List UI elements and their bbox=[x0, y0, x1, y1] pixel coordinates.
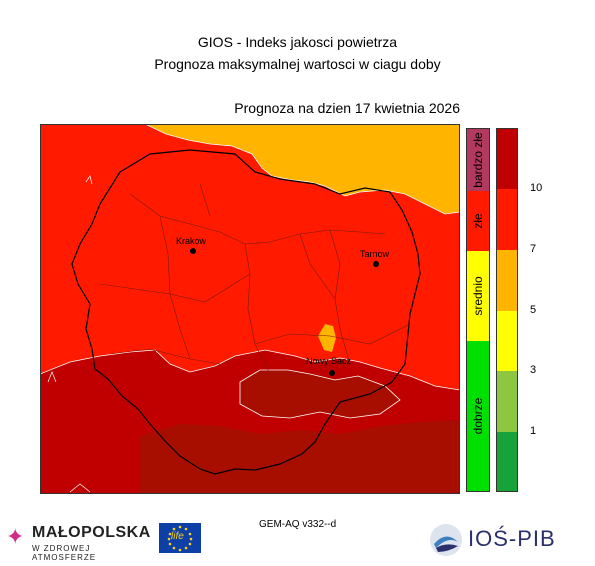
city-marker-tarnow bbox=[373, 261, 379, 267]
malopolska-logo-text: MAŁOPOLSKA bbox=[32, 524, 151, 541]
malopolska-logo: ✦ MAŁOPOLSKA W ZDROWEJ ATMOSFERZE bbox=[6, 520, 156, 562]
zone-very-bad-south bbox=[140, 420, 460, 494]
forecast-map: Krakow Tarnow Nowy Sacz bbox=[40, 124, 460, 494]
eu-stars-icon bbox=[167, 525, 193, 552]
category-good: dobrze bbox=[467, 341, 489, 491]
scale-segment-0-1 bbox=[497, 432, 517, 491]
ios-pib-logo-text: IOŚ-PIB bbox=[468, 526, 556, 551]
city-label-nowy-sacz: Nowy Sacz bbox=[306, 356, 352, 366]
scale-segment-5-7 bbox=[497, 250, 517, 311]
model-version: GEM-AQ v332--d bbox=[259, 519, 337, 530]
ios-pib-mark-icon bbox=[430, 524, 462, 556]
title-line-1: GIOS - Indeks jakosci powietrza bbox=[197, 34, 398, 50]
city-label-tarnow: Tarnow bbox=[360, 249, 390, 259]
scale-segment-10plus bbox=[497, 129, 517, 189]
category-label-good: dobrze bbox=[471, 397, 485, 435]
scale-tick-5: 5 bbox=[530, 304, 537, 316]
category-bad: złe bbox=[467, 191, 489, 251]
malopolska-logo-subtext: W ZDROWEJ ATMOSFERZE bbox=[32, 544, 97, 562]
city-label-krakow: Krakow bbox=[176, 236, 207, 246]
forecast-date: Prognoza na dzien 17 kwietnia 2026 bbox=[234, 100, 460, 116]
scale-segment-1-3 bbox=[497, 371, 517, 432]
scale-tick-10: 10 bbox=[530, 182, 543, 194]
eu-life-logo: life bbox=[159, 523, 201, 553]
city-marker-nowy-sacz bbox=[329, 370, 335, 376]
scale-tick-3: 3 bbox=[530, 364, 537, 376]
category-label-bad: złe bbox=[471, 213, 485, 229]
scale-segment-7-10 bbox=[497, 189, 517, 250]
scale-tick-7: 7 bbox=[530, 243, 537, 255]
zone-moderate-orange bbox=[145, 124, 460, 214]
category-label-moderate: srednio bbox=[471, 276, 485, 316]
zone-very-bad-inner bbox=[240, 370, 400, 418]
zone-moderate-orange-patch bbox=[318, 324, 336, 352]
title-line-2: Prognoza maksymalnej wartosci w ciagu do… bbox=[154, 56, 441, 72]
category-moderate: srednio bbox=[467, 251, 489, 341]
ios-pib-logo: IOŚ-PIB bbox=[428, 520, 568, 560]
scale-segment-3-5 bbox=[497, 311, 517, 371]
category-very-bad: bardzo złe bbox=[467, 129, 489, 191]
index-scale-bar bbox=[496, 128, 518, 492]
malopolska-mark-icon: ✦ bbox=[6, 524, 25, 549]
life-logo-text: life bbox=[171, 531, 184, 542]
scale-tick-1: 1 bbox=[530, 425, 537, 437]
city-marker-krakow bbox=[190, 248, 196, 254]
category-legend: bardzo złe złe srednio dobrze bbox=[466, 128, 490, 492]
category-label-very-bad: bardzo złe bbox=[471, 132, 485, 188]
region-border bbox=[71, 149, 421, 475]
